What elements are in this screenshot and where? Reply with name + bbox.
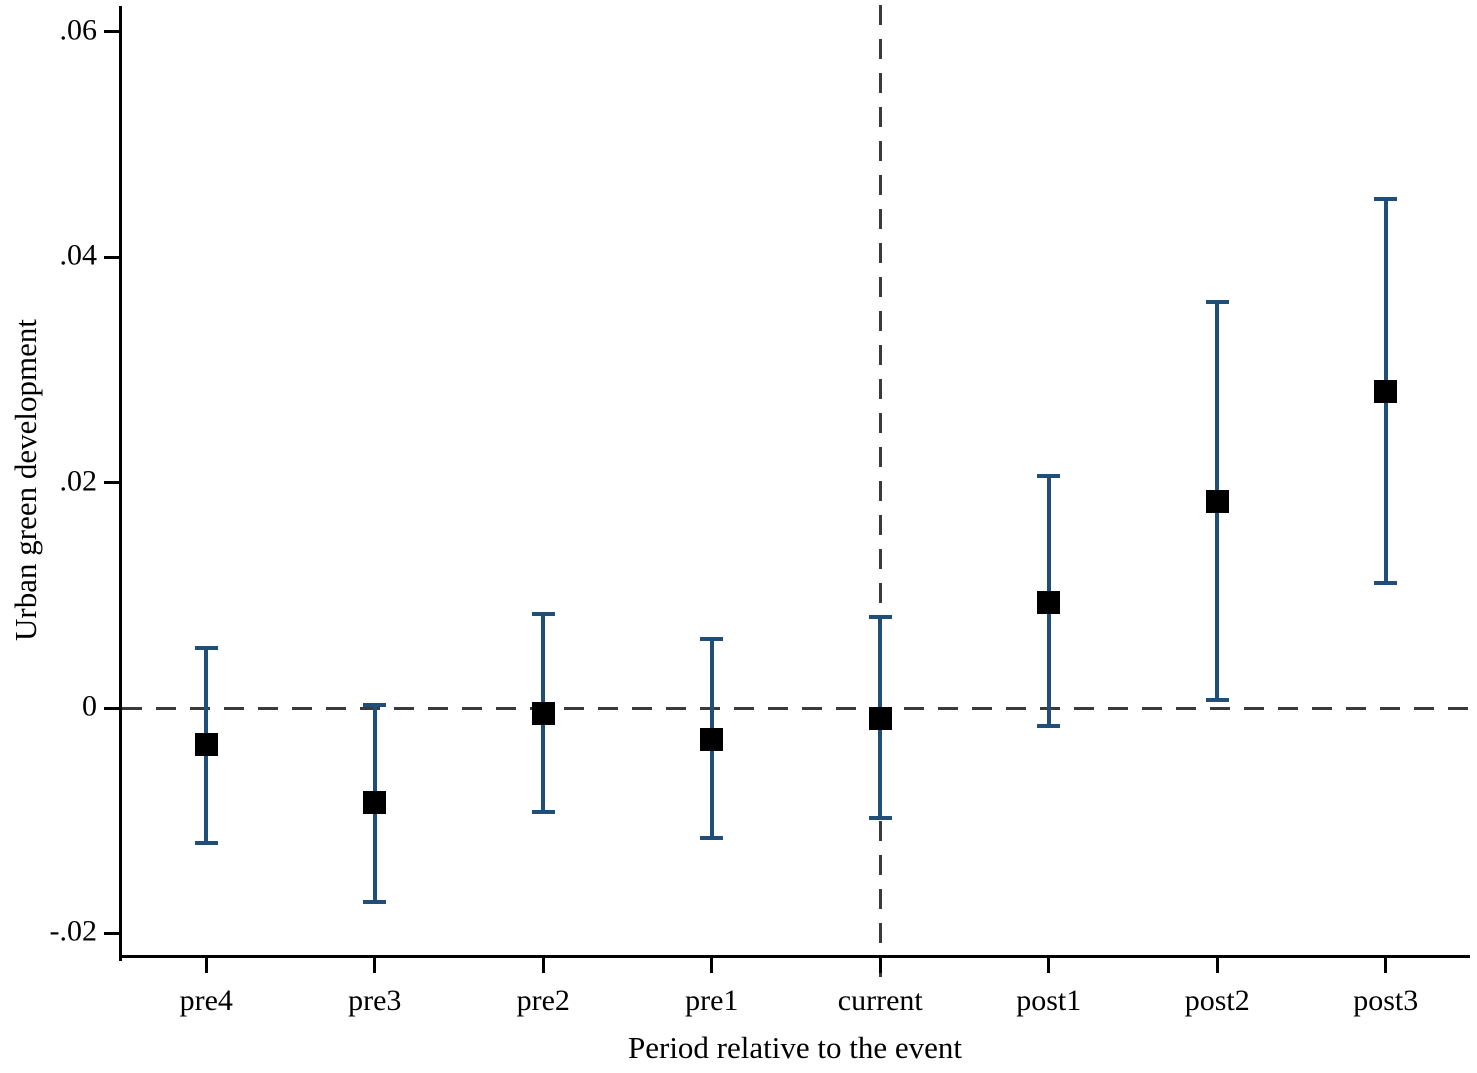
event-reference-line xyxy=(878,5,882,986)
error-bar-cap-lower-pre2 xyxy=(531,809,555,814)
data-point-post2 xyxy=(1205,490,1229,514)
data-point-pre3 xyxy=(363,791,387,815)
error-bar-cap-upper-pre1 xyxy=(700,637,724,642)
error-bar-cap-upper-current xyxy=(868,614,892,619)
data-point-post3 xyxy=(1374,379,1398,403)
error-bar-cap-lower-current xyxy=(868,816,892,821)
x-tick-label: pre3 xyxy=(348,984,402,1017)
error-bar-cap-lower-post1 xyxy=(1037,724,1061,729)
error-bar-cap-lower-post3 xyxy=(1374,580,1398,585)
error-bar-cap-lower-pre4 xyxy=(194,841,218,846)
data-point-post1 xyxy=(1037,590,1061,614)
x-tick-label: current xyxy=(837,984,923,1017)
error-bar-cap-upper-pre2 xyxy=(531,612,555,617)
data-point-pre4 xyxy=(194,732,218,756)
x-tick xyxy=(1215,958,1219,973)
y-axis-line xyxy=(119,6,122,961)
y-tick xyxy=(104,255,119,259)
x-tick xyxy=(204,958,208,973)
y-tick-label: .06 xyxy=(59,13,98,47)
data-point-pre2 xyxy=(531,702,555,726)
x-tick-label: post1 xyxy=(1016,984,1082,1017)
y-tick xyxy=(104,481,119,485)
y-tick-label: .02 xyxy=(59,464,98,498)
y-tick xyxy=(104,30,119,34)
y-tick xyxy=(104,706,119,710)
y-tick-label: 0 xyxy=(82,689,97,723)
x-tick-label: pre4 xyxy=(179,984,233,1017)
y-tick-label: -.02 xyxy=(49,914,98,948)
data-point-current xyxy=(868,706,892,730)
x-tick xyxy=(1047,958,1051,973)
x-tick xyxy=(373,958,377,973)
error-bar-cap-lower-pre1 xyxy=(700,835,724,840)
zero-reference-line xyxy=(122,706,1468,710)
error-bar-cap-lower-pre3 xyxy=(363,899,387,904)
error-bar-cap-upper-post3 xyxy=(1374,196,1398,201)
y-axis-title: Urban green development xyxy=(8,319,43,641)
x-tick-label: post3 xyxy=(1353,984,1419,1017)
error-bar-cap-upper-post1 xyxy=(1037,473,1061,478)
error-bar-cap-upper-pre3 xyxy=(363,702,387,707)
x-axis-title: Period relative to the event xyxy=(628,1030,962,1065)
error-bar-cap-upper-post2 xyxy=(1205,300,1229,305)
x-tick-label: pre2 xyxy=(516,984,570,1017)
x-tick-label: pre1 xyxy=(685,984,739,1017)
x-tick xyxy=(710,958,714,973)
x-tick xyxy=(878,958,882,973)
data-point-pre1 xyxy=(700,728,724,752)
y-tick xyxy=(104,931,119,935)
x-tick xyxy=(1384,958,1388,973)
y-tick-label: .04 xyxy=(59,238,98,272)
x-axis-line xyxy=(119,955,1470,958)
x-tick xyxy=(541,958,545,973)
error-bar-cap-upper-pre4 xyxy=(194,646,218,651)
error-bar-cap-lower-post2 xyxy=(1205,698,1229,703)
x-tick-label: post2 xyxy=(1184,984,1250,1017)
